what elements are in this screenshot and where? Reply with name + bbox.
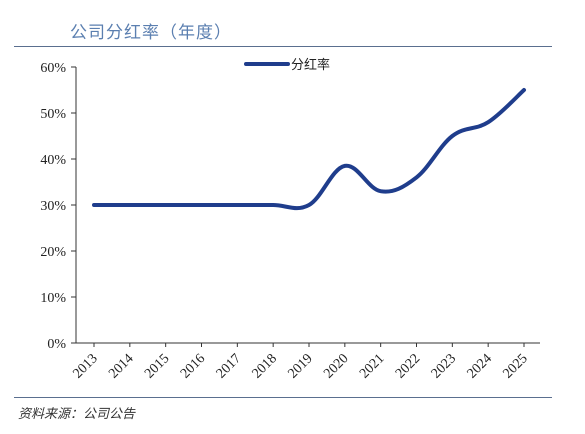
x-tick-label: 2023 xyxy=(429,351,459,381)
x-tick-label: 2022 xyxy=(393,351,423,381)
y-tick-label: 0% xyxy=(47,337,66,352)
x-axis: 2013 2014 2015 2016 2017 2018 2019 2020 2021 2022… xyxy=(70,342,540,382)
legend-label: 分红率 xyxy=(291,57,330,73)
chart-title: 公司分红率（年度） xyxy=(70,23,232,43)
x-tick-label: 2017 xyxy=(214,351,244,381)
x-tick-label: 2021 xyxy=(357,351,387,381)
legend: 分红率 xyxy=(244,57,330,73)
x-tick-label: 2016 xyxy=(178,351,208,381)
y-tick-label: 50% xyxy=(40,107,66,122)
y-tick-label: 60% xyxy=(40,61,66,76)
y-tick-label: 10% xyxy=(40,291,66,306)
top-divider xyxy=(14,46,552,47)
y-axis: 0% 10% 20% 30% 40% 50% 60% xyxy=(40,61,77,352)
bottom-divider xyxy=(14,397,552,398)
x-tick-label: 2015 xyxy=(142,351,172,381)
x-tick-label: 2014 xyxy=(106,351,136,381)
y-tick-label: 20% xyxy=(40,245,66,260)
y-tick-label: 30% xyxy=(40,199,66,214)
x-tick-label: 2013 xyxy=(70,351,100,381)
x-tick-label: 2024 xyxy=(465,351,495,381)
series-line xyxy=(92,88,526,211)
x-tick-label: 2018 xyxy=(250,351,280,381)
y-tick-label: 40% xyxy=(40,153,66,168)
source-note: 资料来源：公司公告 xyxy=(18,407,136,422)
x-tick-label: 2025 xyxy=(500,351,530,381)
x-tick-label: 2020 xyxy=(321,351,351,381)
x-tick-label: 2019 xyxy=(285,351,315,381)
series-group xyxy=(92,88,526,211)
